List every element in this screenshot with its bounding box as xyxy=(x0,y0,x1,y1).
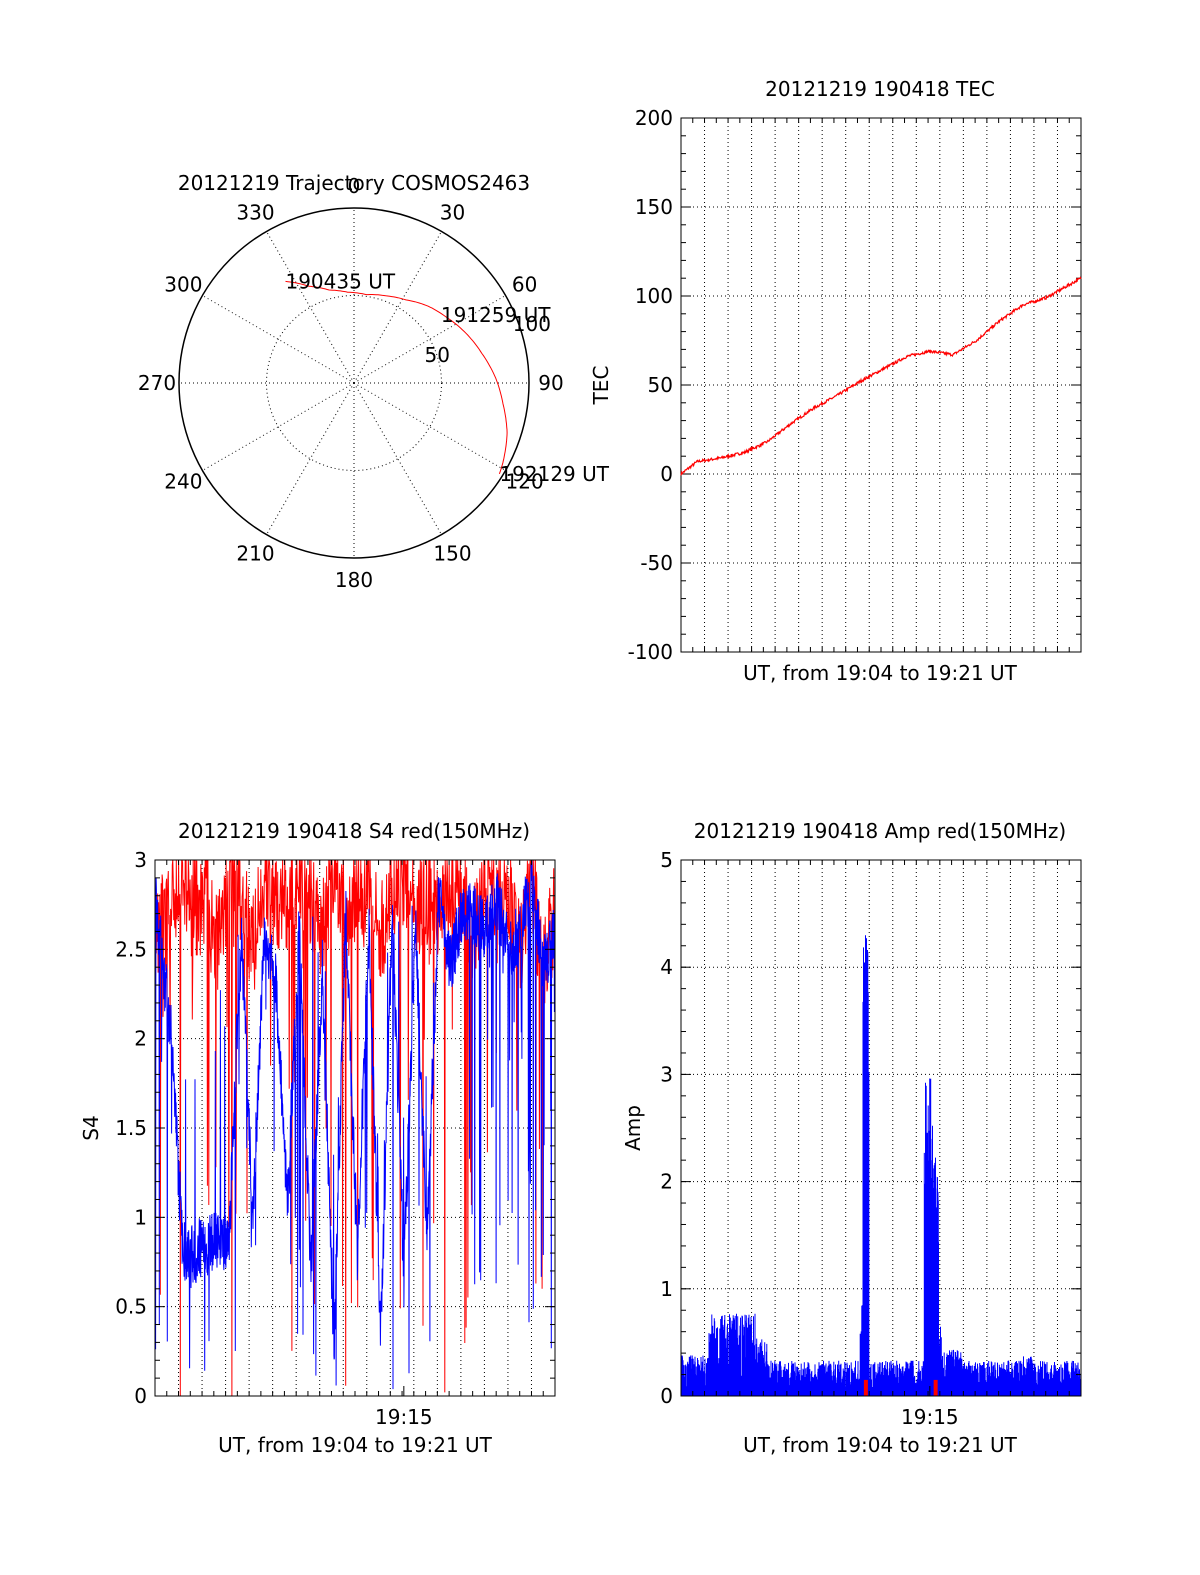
polar-ring xyxy=(266,295,442,471)
y-tick-label: 150 xyxy=(635,195,673,219)
s4-blue-series-line xyxy=(154,859,556,1392)
tec-grid xyxy=(681,118,1081,652)
x-tick-label: 19:15 xyxy=(375,1405,433,1429)
s4-ylabel: S4 xyxy=(79,1115,103,1140)
amp-plot-frame xyxy=(680,859,1082,1397)
amp-red-marker xyxy=(933,1379,938,1396)
trajectory-line xyxy=(285,280,508,475)
polar-radial-label: 50 xyxy=(424,343,449,367)
amp-red-markers xyxy=(863,1379,938,1396)
y-tick-label: 1 xyxy=(660,1277,673,1301)
amp-blue-series-line xyxy=(680,935,1082,1396)
y-tick-label: 0 xyxy=(660,1384,673,1408)
amp-x-ticks: 19:15 xyxy=(901,1386,959,1429)
trajectory-annotations: 190435 UT 191259 UT 192129 UT xyxy=(285,269,609,485)
polar-spoke xyxy=(353,382,506,471)
tec-series-line xyxy=(680,276,1082,476)
s4-y-ticks: 0 0.5 1 1.5 2 2.5 3 xyxy=(115,848,556,1408)
polar-angle-label: 60 xyxy=(512,273,537,297)
polar-angle-label: 90 xyxy=(538,371,563,395)
y-tick-label: 0.5 xyxy=(115,1295,147,1319)
amp-ylabel: Amp xyxy=(621,1105,645,1151)
amp-y-ticks: 0 1 2 3 4 5 xyxy=(660,848,1082,1408)
tec-ylabel: TEC xyxy=(589,366,613,406)
y-tick-label: 3 xyxy=(134,848,147,872)
amp-xlabel: UT, from 19:04 to 19:21 UT xyxy=(743,1433,1018,1457)
polar-angle-labels: 0 30 60 90 120 150 180 210 240 270 300 330 xyxy=(138,174,564,592)
y-tick-label: 200 xyxy=(635,106,673,130)
y-tick-label: 1.5 xyxy=(115,1116,147,1140)
polar-angle-label: 210 xyxy=(236,542,274,566)
s4-panel: 20121219 190418 S4 red(150MHz) 0 0.5 1 1.5 2… xyxy=(79,819,556,1457)
polar-angle-label: 30 xyxy=(440,200,465,224)
polar-trajectory-panel: 20121219 Trajectory COSMOS2463 0 30 60 90 12… xyxy=(138,171,610,592)
polar-angle-label: 150 xyxy=(433,542,471,566)
x-tick-label: 19:15 xyxy=(901,1405,959,1429)
polar-spoke xyxy=(266,382,355,535)
polar-grid xyxy=(178,207,530,559)
amp-grid xyxy=(681,860,1081,1396)
trajectory-time-label: 192129 UT xyxy=(499,462,609,486)
polar-spoke xyxy=(353,382,442,535)
amp-title: 20121219 190418 Amp red(150MHz) xyxy=(694,819,1066,843)
y-tick-label: 3 xyxy=(660,1062,673,1086)
y-tick-label: -50 xyxy=(640,551,673,575)
y-tick-label: 2 xyxy=(134,1027,147,1051)
polar-radial-labels: 50 100 xyxy=(424,312,550,367)
polar-angle-label: 180 xyxy=(335,568,373,592)
amp-panel: 20121219 190418 Amp red(150MHz) 0 1 2 3 4 5 1… xyxy=(621,819,1082,1457)
polar-angle-label: 240 xyxy=(164,470,202,494)
polar-angle-label: 270 xyxy=(138,371,176,395)
amp-red-marker xyxy=(863,1379,868,1396)
y-tick-label: 2 xyxy=(660,1170,673,1194)
y-tick-label: 1 xyxy=(134,1205,147,1229)
y-tick-label: 2.5 xyxy=(115,937,147,961)
y-tick-label: 0 xyxy=(134,1384,147,1408)
y-tick-label: 50 xyxy=(648,373,673,397)
polar-radial-label: 100 xyxy=(513,312,551,336)
s4-x-ticks: 19:15 xyxy=(375,1386,433,1429)
y-tick-label: 100 xyxy=(635,284,673,308)
y-tick-label: 0 xyxy=(660,462,673,486)
polar-spoke xyxy=(266,231,355,384)
polar-angle-label: 300 xyxy=(164,273,202,297)
polar-angle-label: 120 xyxy=(506,470,544,494)
polar-outer-circle xyxy=(178,207,530,559)
s4-title: 20121219 190418 S4 red(150MHz) xyxy=(178,819,530,843)
s4-xlabel: UT, from 19:04 to 19:21 UT xyxy=(218,1433,493,1457)
polar-angle-label: 0 xyxy=(348,174,361,198)
y-tick-label: 4 xyxy=(660,955,673,979)
tec-title: 20121219 190418 TEC xyxy=(765,77,995,101)
y-tick-label: -100 xyxy=(628,640,673,664)
tec-panel: 20121219 190418 TEC -100-50050100150200 … xyxy=(589,77,1082,685)
trajectory-time-label: 191259 UT xyxy=(441,303,551,327)
polar-title: 20121219 Trajectory COSMOS2463 xyxy=(178,171,530,195)
y-tick-label: 5 xyxy=(660,848,673,872)
trajectory-time-label: 190435 UT xyxy=(285,269,395,293)
tec-y-ticks: -100 -50 0 50 100 150 200 xyxy=(628,106,1082,664)
tec-xlabel: UT, from 19:04 to 19:21 UT xyxy=(743,661,1018,685)
polar-angle-label: 330 xyxy=(236,200,274,224)
